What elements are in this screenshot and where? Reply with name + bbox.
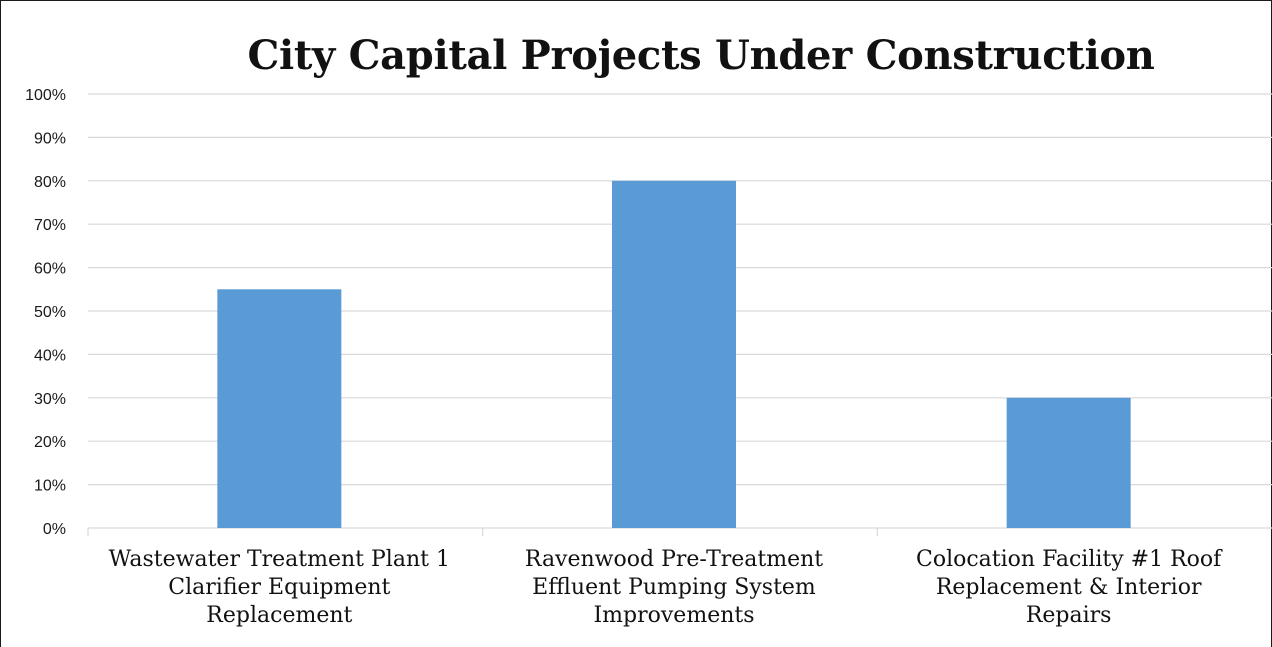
chart-title: City Capital Projects Under Construction bbox=[247, 32, 1155, 79]
y-tick-label: 10% bbox=[34, 478, 66, 495]
y-tick-label: 30% bbox=[34, 391, 66, 408]
y-tick-label: 0% bbox=[43, 521, 66, 538]
y-tick-label: 60% bbox=[34, 261, 66, 278]
y-tick-label: 70% bbox=[34, 217, 66, 234]
y-tick-label: 50% bbox=[34, 304, 66, 321]
y-tick-label: 90% bbox=[34, 130, 66, 147]
y-tick-label: 40% bbox=[34, 347, 66, 364]
x-tick-label-line: Replacement & Interior bbox=[935, 575, 1202, 600]
bar bbox=[612, 180, 736, 529]
x-tick-label-line: Improvements bbox=[593, 603, 755, 628]
y-tick-label: 20% bbox=[34, 434, 66, 451]
x-tick-label-line: Replacement bbox=[206, 603, 353, 628]
y-tick-label: 100% bbox=[25, 87, 66, 104]
x-tick-label: Ravenwood Pre-Treatment Effluent Pumping … bbox=[474, 546, 874, 630]
bar bbox=[1006, 397, 1131, 528]
x-tick-label: Colocation Facility #1 Roof Replacement &… bbox=[869, 546, 1269, 630]
x-tick-label: Wastewater Treatment Plant 1 Clarifier Eq… bbox=[79, 546, 479, 630]
x-tick-label-line: Wastewater Treatment Plant 1 bbox=[108, 547, 450, 572]
bar bbox=[217, 289, 342, 528]
x-tick-label-line: Clarifier Equipment bbox=[168, 575, 391, 600]
y-tick-label: 80% bbox=[34, 174, 66, 191]
x-tick-label-line: Effluent Pumping System bbox=[532, 575, 816, 600]
x-tick-label-line: Ravenwood Pre-Treatment bbox=[524, 547, 824, 572]
x-tick-label-line: Repairs bbox=[1025, 603, 1112, 628]
x-tick-label-line: Colocation Facility #1 Roof bbox=[916, 547, 1222, 572]
